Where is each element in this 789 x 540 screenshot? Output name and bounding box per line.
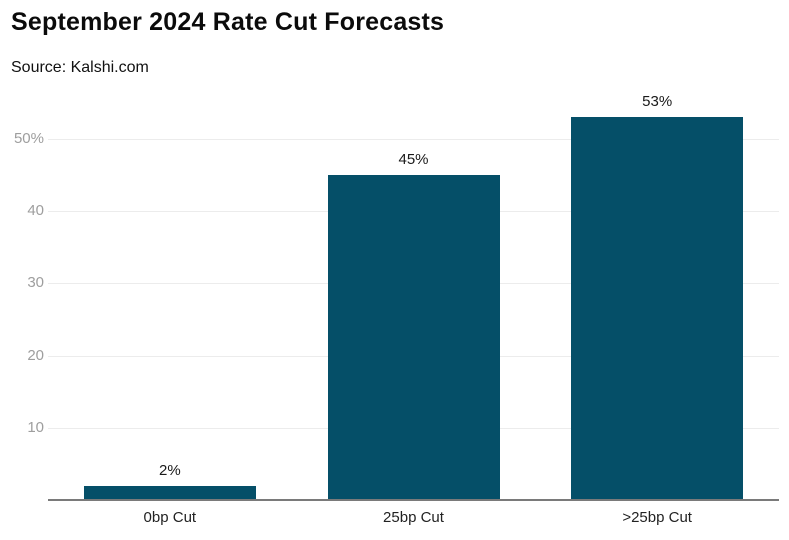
chart-title: September 2024 Rate Cut Forecasts: [11, 8, 445, 36]
bar-value-label: 2%: [158, 461, 181, 479]
x-category-label: >25bp Cut: [622, 509, 692, 526]
y-tick-label: 50%: [13, 130, 44, 147]
x-category-label: 25bp Cut: [383, 509, 444, 526]
bar-25bp-cut: [327, 175, 500, 500]
bar-0bp-cut: [83, 485, 256, 500]
y-tick-label: 40: [27, 202, 44, 220]
y-tick-label: 30: [27, 274, 44, 292]
y-tick-label: 20: [27, 346, 44, 364]
bar-value-label: 45%: [398, 151, 429, 169]
x-axis-line: [48, 499, 779, 501]
gridline-50: [48, 139, 779, 140]
y-tick-label: 10: [27, 418, 44, 436]
bar-value-label: 53%: [642, 93, 673, 111]
x-category-label: 0bp Cut: [143, 509, 197, 526]
chart-source-label: Source: Kalshi.com: [11, 59, 149, 76]
bar--25bp-cut: [571, 117, 744, 500]
